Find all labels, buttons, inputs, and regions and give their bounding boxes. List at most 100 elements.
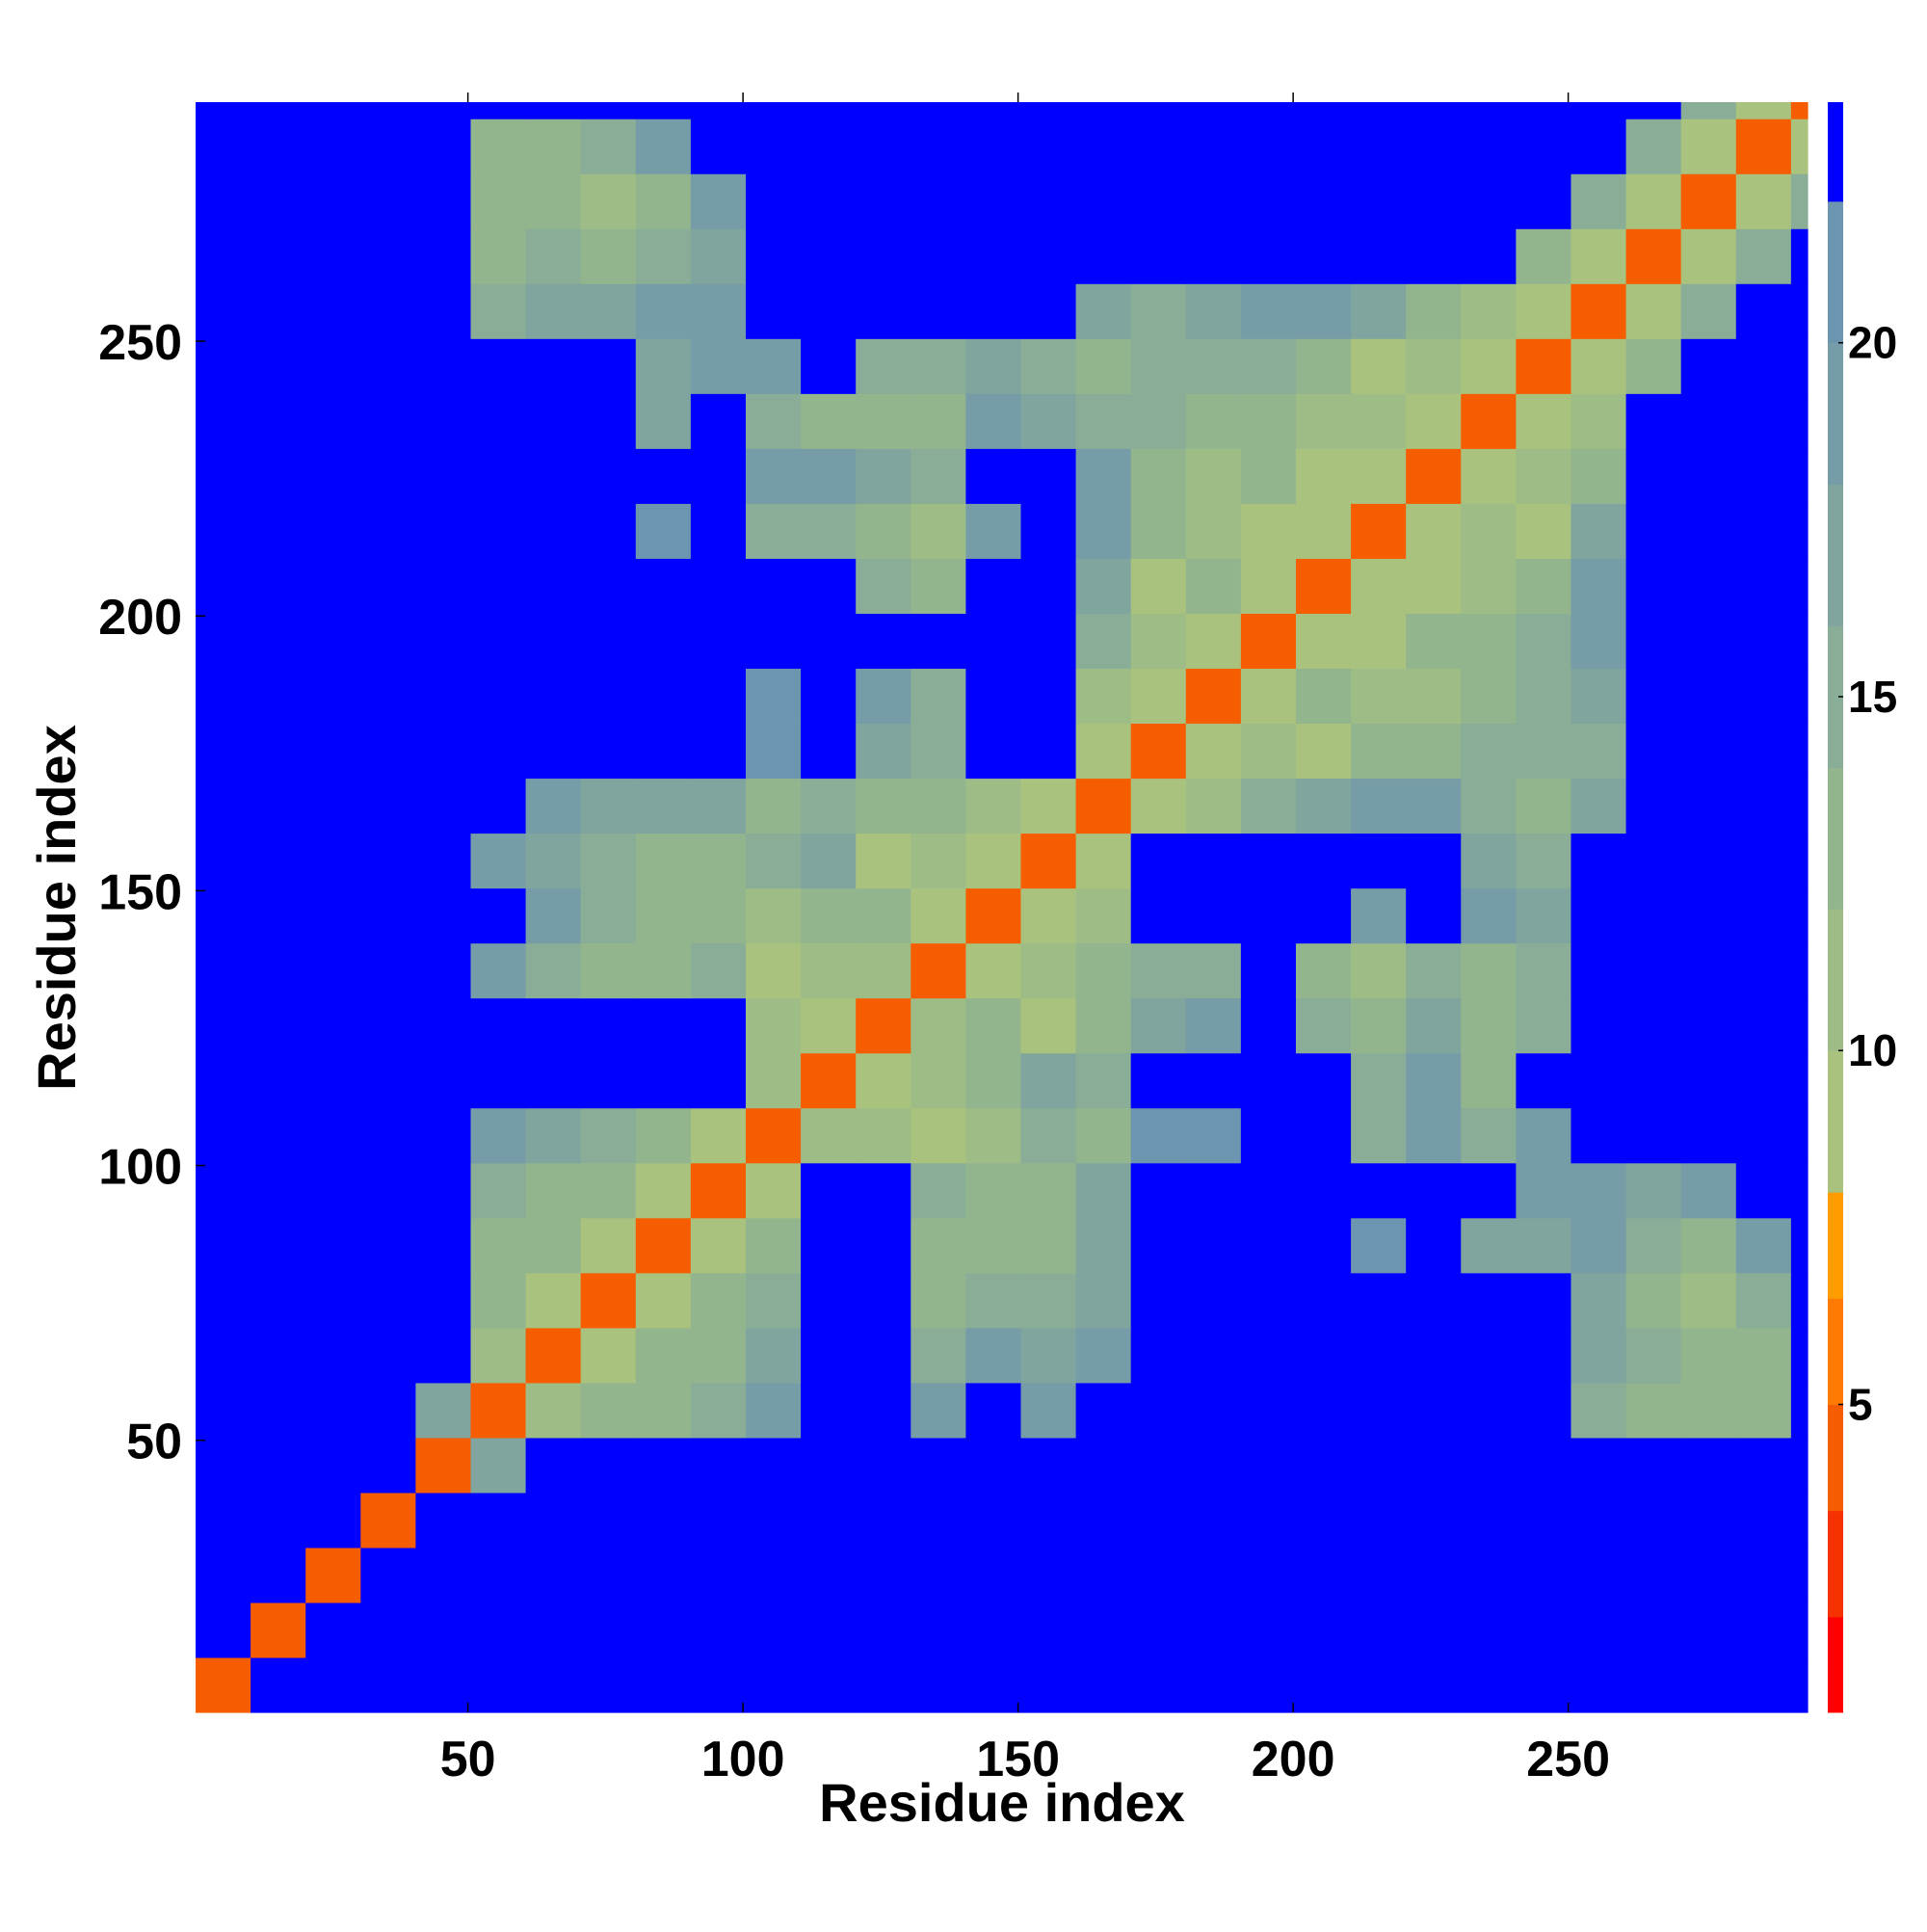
heatmap-cell (580, 997, 637, 1054)
heatmap-cell (1075, 1217, 1132, 1274)
heatmap-cell (801, 833, 857, 889)
heatmap-cell (360, 887, 416, 944)
heatmap-cell (1735, 173, 1792, 229)
heatmap-cell (580, 173, 637, 229)
heatmap-cell (1625, 1217, 1682, 1274)
heatmap-cell (1625, 1052, 1682, 1109)
heatmap-cell (196, 393, 251, 449)
heatmap-cell (1516, 558, 1572, 614)
heatmap-cell (1020, 558, 1077, 614)
heatmap-cell (1571, 448, 1627, 504)
heatmap-cell (305, 1052, 361, 1109)
heatmap-cell (360, 338, 416, 394)
heatmap-cell (911, 1547, 966, 1603)
heatmap-cell (1735, 503, 1792, 559)
heatmap-cell (1020, 1052, 1077, 1109)
heatmap-cell (1130, 338, 1187, 394)
heatmap-cell (1240, 723, 1297, 780)
heatmap-cell (470, 723, 527, 780)
heatmap-cell (965, 1327, 1022, 1384)
heatmap-cell (1735, 1547, 1792, 1603)
heatmap-cell (1406, 1327, 1462, 1384)
heatmap-cell (1680, 393, 1737, 449)
heatmap-cell (1625, 448, 1682, 504)
heatmap-cell (525, 338, 582, 394)
heatmap-cell (196, 1437, 251, 1494)
heatmap-cell (1020, 668, 1077, 725)
heatmap-cell (1406, 102, 1462, 119)
heatmap-cell (1571, 283, 1627, 339)
heatmap-cell (305, 613, 361, 670)
colorbar-band (1828, 909, 1843, 1051)
heatmap-cell (1680, 338, 1737, 394)
heatmap-cell (1461, 338, 1517, 394)
heatmap-cell (1461, 283, 1517, 339)
heatmap-cell (470, 778, 527, 834)
heatmap-cell (635, 102, 692, 119)
heatmap-cell (1516, 1327, 1572, 1384)
heatmap-cell (1295, 503, 1352, 559)
heatmap-cell (305, 448, 361, 504)
heatmap-cell (525, 668, 582, 725)
heatmap-cell (856, 1327, 911, 1384)
heatmap-cell (1735, 1162, 1792, 1219)
heatmap-cell (801, 102, 857, 119)
heatmap-cell (856, 778, 911, 834)
heatmap-cell (251, 1492, 306, 1548)
heatmap-cell (415, 997, 472, 1054)
heatmap-cell (911, 887, 966, 944)
heatmap-cell (1075, 503, 1132, 559)
heatmap-cell (1240, 102, 1297, 119)
heatmap-cell (856, 723, 911, 780)
axes: 50 100 150 200 250 50 100 150 200 250 (98, 93, 1610, 1787)
heatmap-cell (1240, 1547, 1297, 1603)
heatmap-cell (1185, 503, 1242, 559)
heatmap-cell (856, 887, 911, 944)
heatmap-cell (1130, 1162, 1187, 1219)
heatmap-cell (1351, 1656, 1407, 1713)
heatmap-cell (1680, 558, 1737, 614)
heatmap-cell (1625, 1492, 1682, 1548)
heatmap-cell (415, 102, 472, 119)
heatmap-cell (1790, 448, 1808, 504)
heatmap-cell (1516, 393, 1572, 449)
heatmap-cell (1625, 173, 1682, 229)
heatmap-cell (1185, 1382, 1242, 1439)
heatmap-cell (1240, 1656, 1297, 1713)
heatmap-cell (1516, 723, 1572, 780)
heatmap-cell (1625, 338, 1682, 394)
heatmap-cell (1406, 723, 1462, 780)
heatmap-cell (1351, 1162, 1407, 1219)
heatmap-cell (801, 887, 857, 944)
heatmap-cell (911, 778, 966, 834)
heatmap-cell (305, 1217, 361, 1274)
heatmap-cell (251, 668, 306, 725)
heatmap-cell (1406, 228, 1462, 284)
heatmap-cell (965, 997, 1022, 1054)
heatmap-cell (1571, 393, 1627, 449)
y-axis-label: Residue index (26, 725, 87, 1091)
heatmap-cell (635, 448, 692, 504)
x-tick-label: 250 (1526, 1732, 1610, 1787)
heatmap-cell (1295, 613, 1352, 670)
heatmap-cell (856, 503, 911, 559)
heatmap-cell (251, 283, 306, 339)
heatmap-cell (1461, 1601, 1517, 1658)
heatmap-cell (856, 1217, 911, 1274)
heatmap-cell (1240, 997, 1297, 1054)
heatmap-cell (1406, 1162, 1462, 1219)
heatmap-cell (1075, 1601, 1132, 1658)
heatmap-cell (1790, 228, 1808, 284)
heatmap-cell (690, 1492, 747, 1548)
heatmap-cell (1020, 1656, 1077, 1713)
heatmap-cell (415, 723, 472, 780)
heatmap-cell (635, 668, 692, 725)
heatmap-cell (525, 833, 582, 889)
colorbar-band (1828, 625, 1843, 768)
heatmap-cell (1516, 613, 1572, 670)
heatmap-cell (1571, 778, 1627, 834)
heatmap-cell (470, 102, 527, 119)
heatmap-cell (1461, 228, 1517, 284)
heatmap-cell (251, 833, 306, 889)
heatmap-cell (690, 887, 747, 944)
